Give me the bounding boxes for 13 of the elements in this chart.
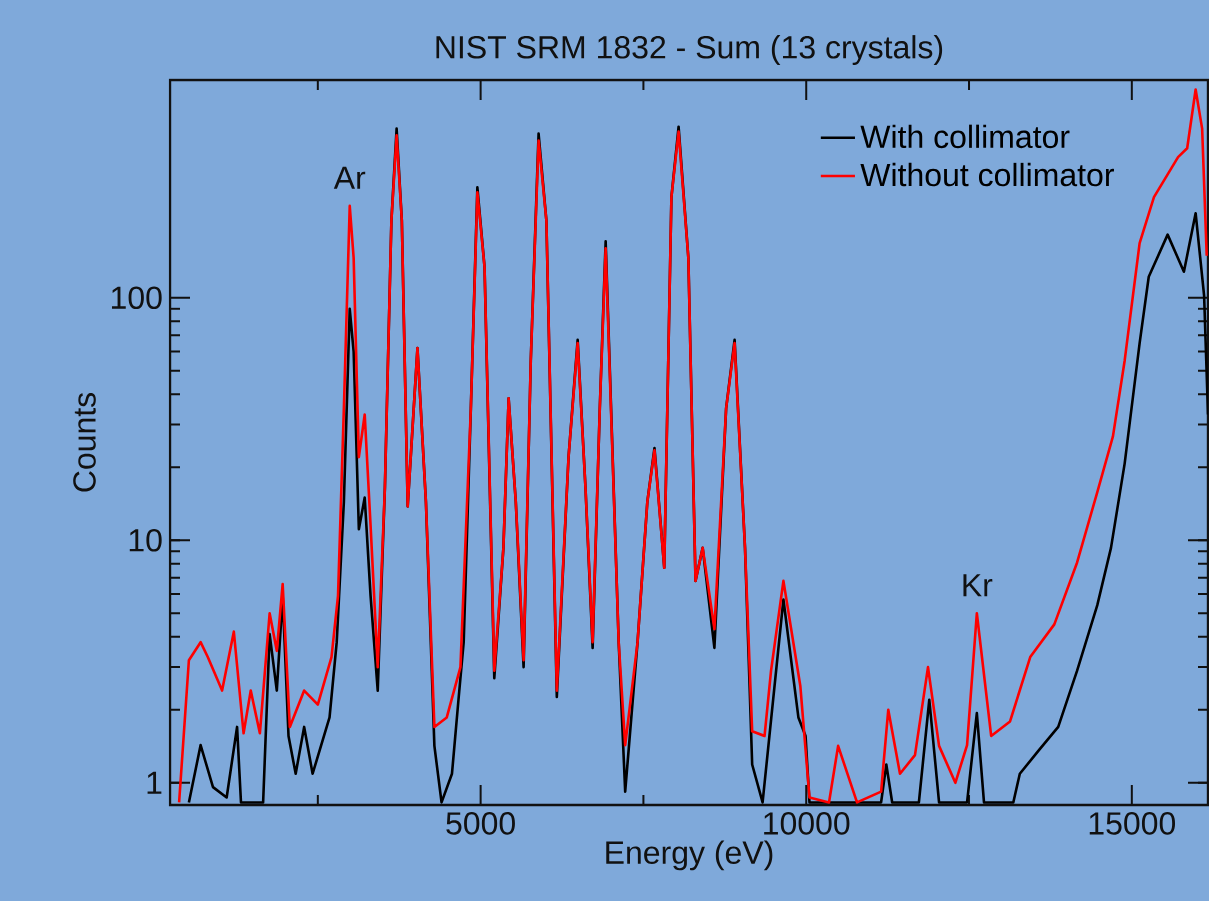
y-tick-label: 1 <box>147 771 162 794</box>
x-tick-label: 15000 <box>1089 812 1176 835</box>
legend-label: With collimator <box>860 124 1070 149</box>
legend-label: Without collimator <box>860 162 1114 187</box>
chart-title: NIST SRM 1832 - Sum (13 crystals) <box>436 35 943 65</box>
x-tick-label: 10000 <box>764 812 850 835</box>
annotation: Ar <box>333 166 366 189</box>
x-axis-title: Energy (eV) <box>606 840 773 871</box>
y-tick-label: 10 <box>129 528 162 552</box>
y-axis-title: Counts <box>73 392 96 492</box>
x-tick-label: 5000 <box>446 812 515 835</box>
annotation: Kr <box>963 574 993 597</box>
y-tick-label: 100 <box>111 286 162 310</box>
